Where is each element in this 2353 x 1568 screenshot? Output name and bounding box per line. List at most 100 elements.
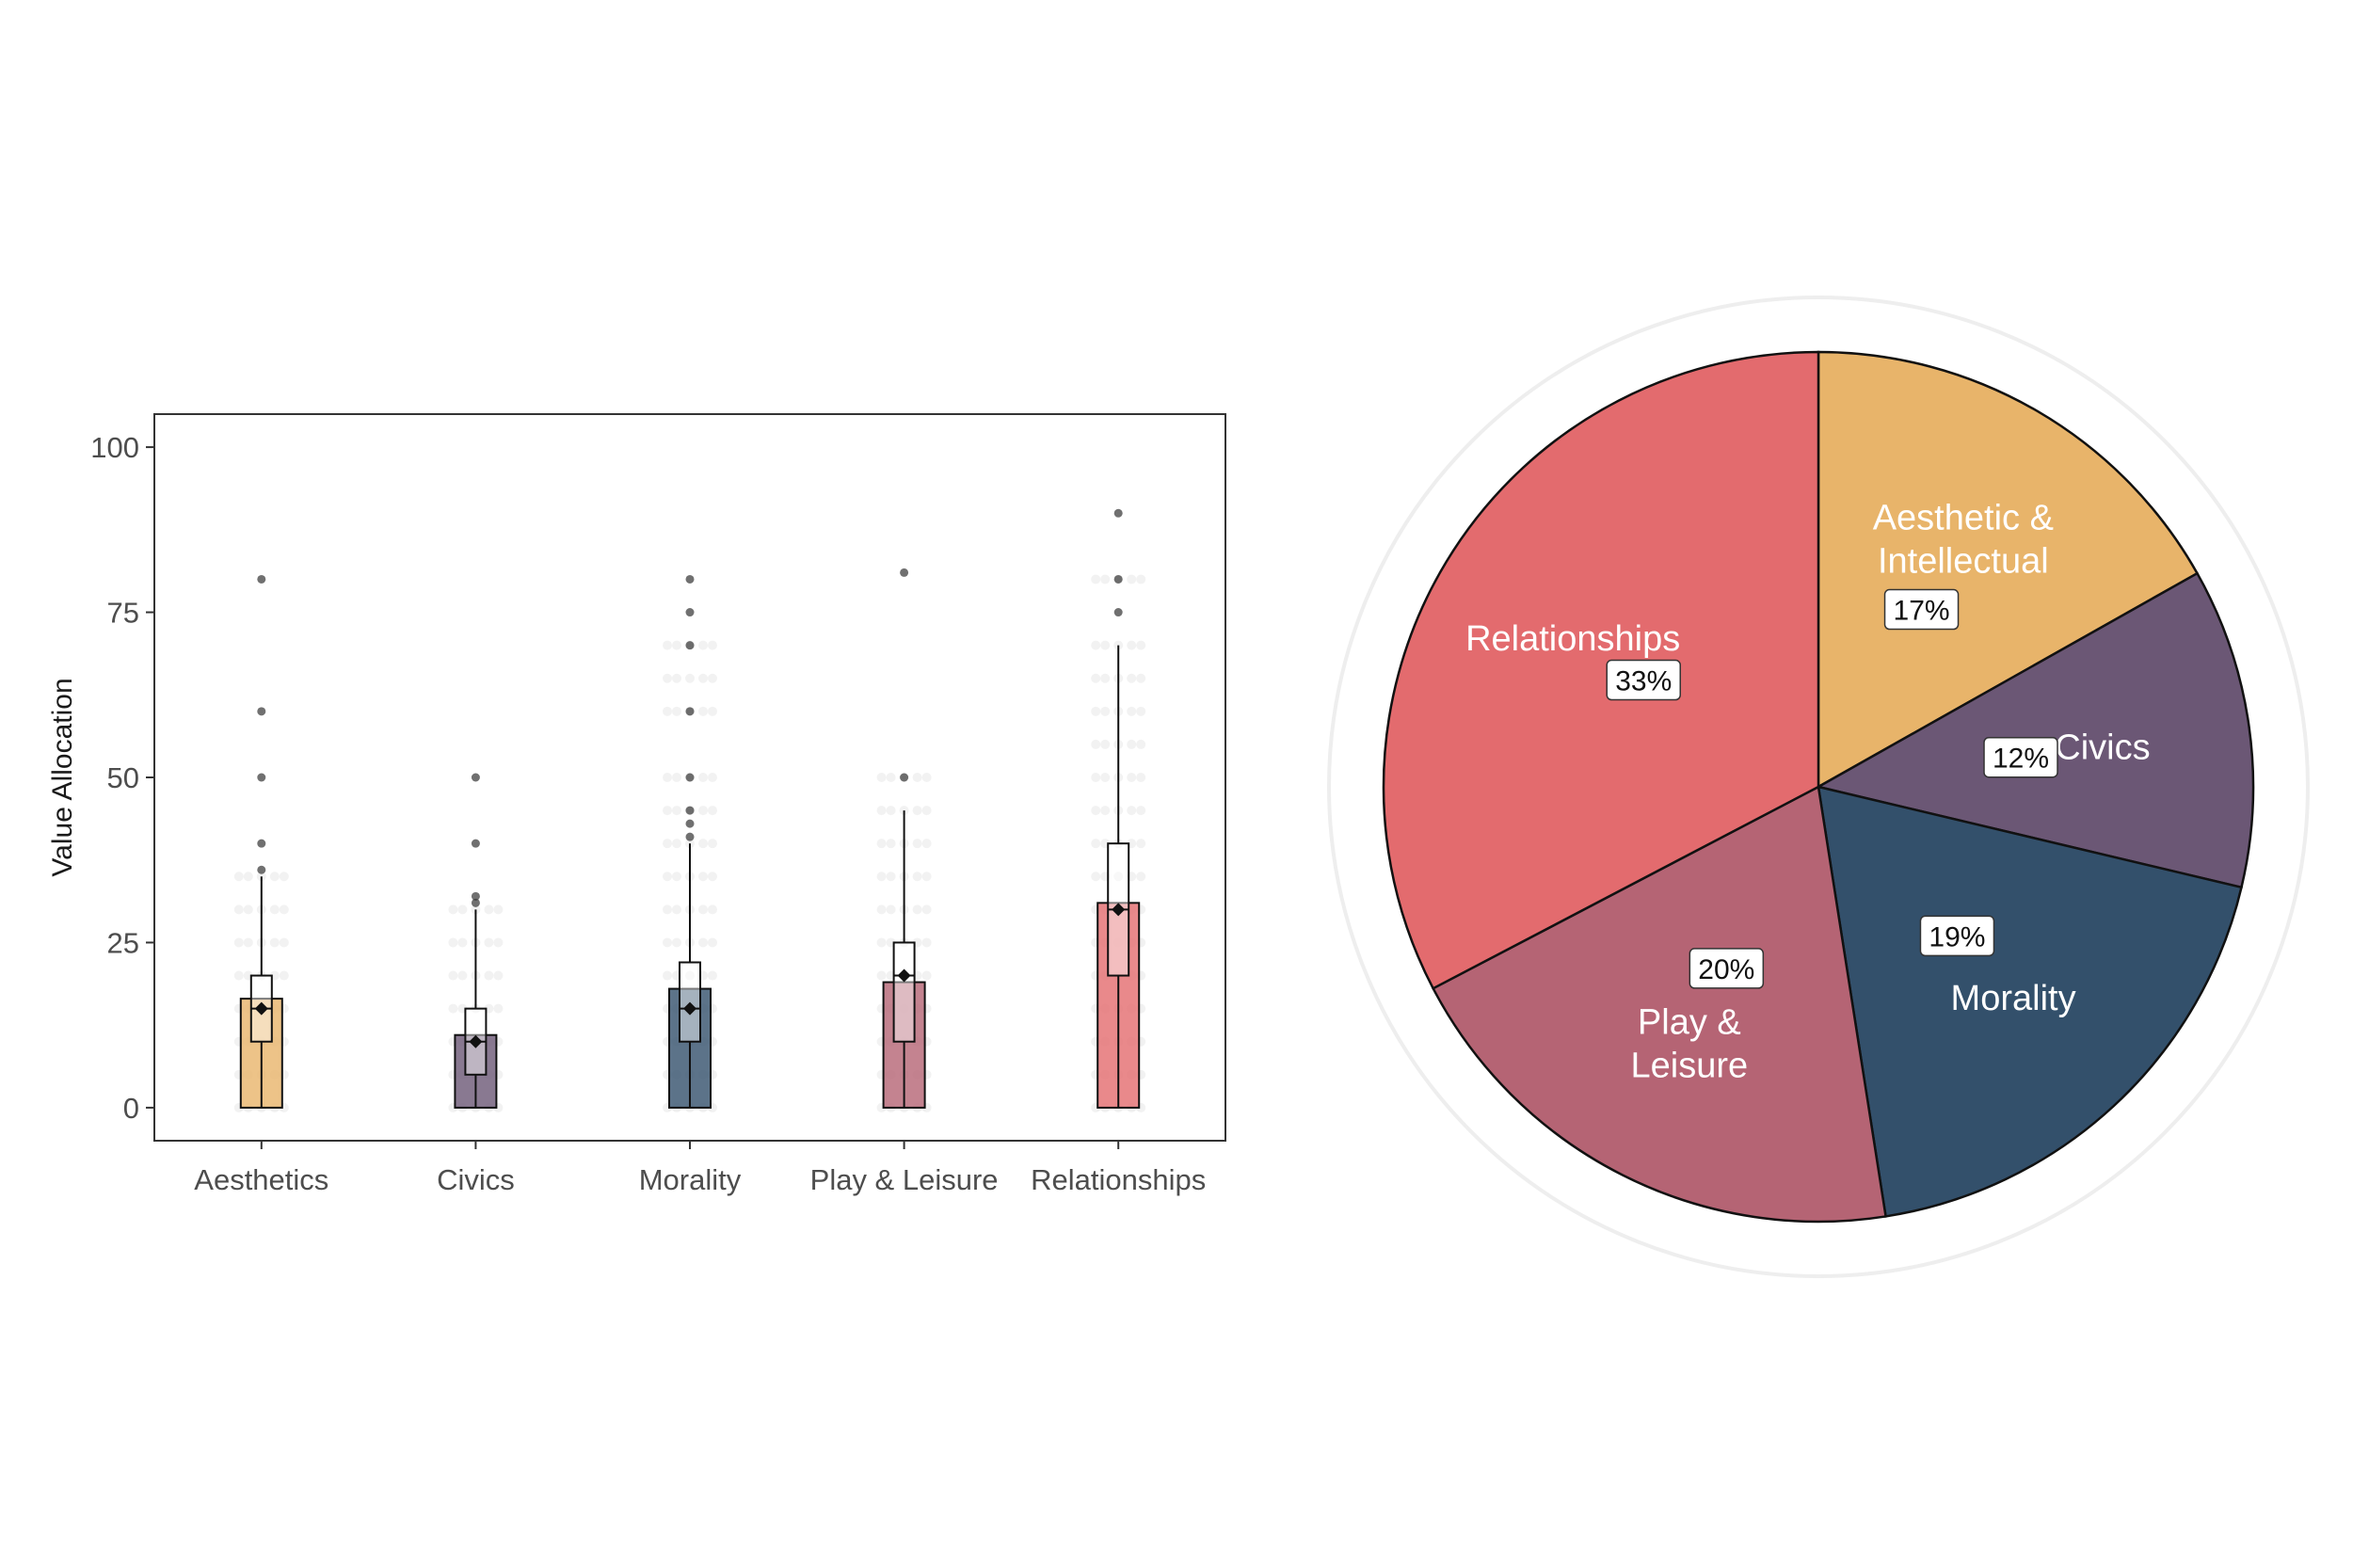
data-point (1091, 806, 1101, 816)
data-point (243, 904, 253, 915)
data-point (921, 872, 932, 882)
outlier-point (685, 707, 695, 716)
data-point (1127, 739, 1137, 749)
data-point (663, 773, 672, 782)
pie-slice-label: Leisure (1631, 1046, 1749, 1085)
data-point (886, 904, 896, 915)
data-point (663, 673, 672, 683)
data-point (912, 839, 922, 849)
data-point (457, 937, 468, 948)
pie-slice (1815, 571, 2255, 889)
data-point (912, 773, 922, 782)
data-point (921, 806, 932, 816)
pie-slice (1817, 350, 2200, 790)
x-tick-label: Aesthetics (194, 1163, 328, 1196)
data-point (233, 937, 244, 948)
data-point (921, 839, 932, 849)
pie-slice-label: Intellectual (1878, 542, 2049, 582)
data-point (269, 904, 280, 915)
data-point (1091, 839, 1101, 849)
data-point (698, 673, 708, 683)
data-point (708, 806, 717, 816)
data-point (1136, 574, 1146, 584)
box (679, 961, 701, 1043)
data-point (1136, 640, 1146, 650)
mean-marker (683, 1001, 696, 1016)
outlier-point (257, 707, 266, 716)
data-point (279, 970, 289, 981)
bar-chart-panel: Value Allocation 0 25 50 75 100 Aesthetics Ci… (47, 413, 1226, 1196)
data-point (698, 904, 708, 915)
pie-percent-label: 33% (1615, 666, 1672, 697)
data-point (876, 773, 887, 782)
data-point (698, 773, 708, 782)
data-point (243, 872, 253, 882)
outlier-point (471, 898, 480, 907)
pie-percent-label: 19% (1929, 921, 1985, 952)
data-point (493, 937, 504, 948)
data-point (921, 937, 932, 948)
data-point (1100, 773, 1111, 782)
data-point (672, 872, 681, 882)
pie-percent-badge (1983, 736, 2058, 778)
data-point (484, 970, 494, 981)
pie-slice (1431, 785, 1887, 1224)
data-point (1127, 706, 1137, 716)
data-point (1091, 872, 1101, 882)
data-point (1100, 574, 1111, 584)
data-point (1136, 673, 1146, 683)
x-tick-label: Morality (639, 1163, 742, 1196)
pie-slice-label: Play & (1638, 1002, 1741, 1042)
pie-percent-badge (1919, 915, 1995, 957)
data-point (663, 937, 672, 948)
data-point (1136, 806, 1146, 816)
data-point (672, 839, 681, 849)
data-point (912, 806, 922, 816)
x-tick-label: Play & Leisure (810, 1163, 999, 1196)
box (892, 941, 916, 1043)
data-point (1091, 673, 1101, 683)
data-point (698, 839, 708, 849)
data-point (663, 640, 672, 650)
pie-slice-label: Civics (2055, 728, 2150, 767)
data-point (457, 904, 468, 915)
data-point (1136, 872, 1146, 882)
data-point (1136, 839, 1146, 849)
data-point (1127, 673, 1137, 683)
pie-percent-label: 12% (1993, 744, 2049, 775)
data-point (1091, 773, 1101, 782)
pie-slice (1382, 350, 1820, 990)
data-point (1113, 872, 1124, 882)
data-point (672, 806, 681, 816)
outlier-point (257, 773, 266, 782)
outlier-point (1113, 574, 1123, 584)
outlier-point (471, 839, 480, 848)
data-point (1091, 739, 1101, 749)
data-point (233, 970, 244, 981)
data-point (484, 904, 494, 915)
outlier-point (685, 819, 695, 828)
mean-marker (1112, 903, 1126, 917)
outlier-point (471, 773, 480, 782)
data-point (708, 839, 717, 849)
data-point (663, 839, 672, 849)
data-point (685, 673, 695, 683)
mean-marker (469, 1034, 483, 1048)
pie-slices (1382, 350, 2255, 1224)
pie-percent-badge (1689, 948, 1765, 989)
outlier-point (471, 891, 480, 901)
outlier-point (900, 773, 909, 782)
outlier-point (257, 865, 266, 874)
data-point (493, 1003, 504, 1014)
data-point (708, 673, 717, 683)
pie-percent-badge (1883, 588, 1960, 631)
data-point (484, 937, 494, 948)
outlier-point (900, 568, 909, 577)
outlier-point (685, 806, 695, 815)
data-point (1100, 706, 1111, 716)
outlier-point (257, 574, 266, 584)
pie-percent-badge (1606, 659, 1681, 701)
data-point (886, 806, 896, 816)
data-point (708, 970, 717, 981)
